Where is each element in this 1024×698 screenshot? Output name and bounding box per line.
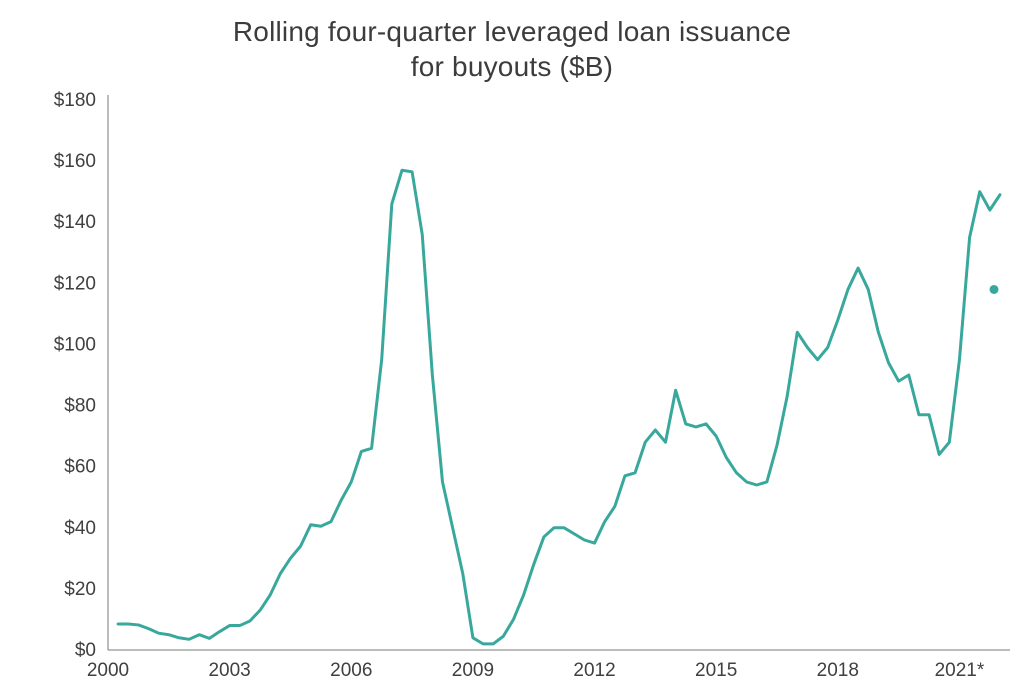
y-tick-label: $60 [64,457,96,478]
series-line [118,170,1000,644]
y-tick-label: $20 [64,579,96,600]
y-tick-label: $80 [64,396,96,417]
y-tick-label: $160 [54,151,96,172]
y-tick-label: $120 [54,273,96,294]
x-tick-label: 2003 [208,660,250,681]
x-tick-label-last: 2021* [935,660,985,681]
x-tick-label: 2000 [87,660,129,681]
chart-container: Rolling four-quarter leveraged loan issu… [0,0,1024,698]
x-tick-label: 2018 [817,660,859,681]
y-tick-label: $100 [54,334,96,355]
x-tick-label: 2009 [452,660,494,681]
x-tick-label: 2006 [330,660,372,681]
chart-svg: $0 $20 $40 $60 $80 $100 $120 $140 $160 $180 2000 20… [0,0,1024,698]
series-marker-dot [990,285,999,294]
y-tick-label: $0 [75,640,96,661]
x-tick-label: 2012 [573,660,615,681]
y-tick-label: $180 [54,90,96,111]
x-tick-label: 2015 [695,660,737,681]
y-tick-label: $140 [54,212,96,233]
y-tick-label: $40 [64,518,96,539]
